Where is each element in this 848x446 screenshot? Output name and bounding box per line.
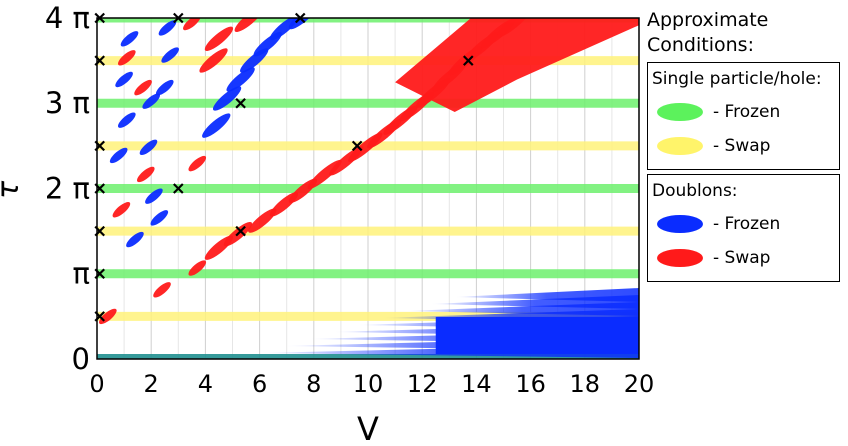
- frozen-doublon-mark: [150, 210, 169, 226]
- red-ellipse-icon: [657, 249, 703, 267]
- legend-item: - Swap: [652, 129, 835, 163]
- frozen-fan-block: [435, 316, 639, 354]
- x-tick-label: 8: [306, 370, 321, 398]
- legend-group-title: Single particle/hole:: [652, 69, 822, 89]
- swap-doublon-region: [395, 18, 639, 113]
- frozen-doublon-mark: [155, 79, 174, 96]
- x-tick-labels: 0 2 4 6 8 10 12 14 16 18 20: [89, 370, 654, 398]
- x-tick-label: 4: [198, 370, 213, 398]
- frozen-doublon-mark: [120, 31, 139, 47]
- frozen-doublon-mark: [161, 47, 179, 63]
- legend-item: - Swap: [652, 241, 835, 275]
- frozen-doublon-mark: [226, 67, 255, 92]
- y-tick-label: 3 π: [45, 86, 90, 120]
- legend-item: - Frozen: [652, 95, 835, 129]
- cross-marker: [462, 55, 474, 66]
- frozen-doublon-mark: [117, 112, 136, 128]
- swap-doublon-mark: [248, 208, 277, 233]
- cross-marker: [173, 183, 184, 194]
- x-tick-label: 0: [89, 370, 104, 398]
- band-swap: [97, 56, 639, 66]
- swap-doublon-mark: [134, 79, 152, 96]
- frozen-doublon-mark: [126, 231, 144, 248]
- frozen-fan-wedge: [454, 288, 639, 302]
- swap-doublon-mark: [199, 48, 228, 73]
- legend-item-label: - Frozen: [713, 102, 781, 122]
- green-ellipse-icon: [657, 103, 703, 121]
- legend-item-label: - Swap: [713, 136, 771, 156]
- x-tick-label: 20: [624, 370, 655, 398]
- legend-item-label: - Swap: [713, 248, 771, 268]
- swap-doublon-mark: [188, 155, 207, 172]
- frozen-doublon-mark: [145, 188, 163, 204]
- frozen-doublon-mark: [139, 139, 158, 156]
- cross-marker: [351, 140, 363, 152]
- y-tick-label: 4 π: [45, 1, 90, 35]
- swap-doublon-mark: [497, 18, 532, 38]
- legend-item-label: - Frozen: [713, 214, 781, 234]
- frozen-doublon-mark: [115, 71, 133, 88]
- x-tick-label: 12: [407, 370, 438, 398]
- series-marks: [99, 18, 639, 325]
- frozen-doublon-mark: [202, 113, 231, 138]
- swap-doublon-mark: [204, 26, 234, 51]
- legend: Approximate Conditions: Single particle/…: [640, 8, 845, 282]
- band-frozen: [97, 18, 639, 23]
- legend-group-single: Single particle/hole: - Frozen - Swap: [647, 62, 840, 170]
- y-tick-labels: 0 π 2 π 3 π 4 π: [45, 1, 90, 376]
- y-tick-label: 2 π: [45, 171, 90, 205]
- band-swap: [97, 226, 639, 236]
- swap-doublon-mark: [153, 282, 171, 298]
- frozen-doublon-fan: [259, 288, 639, 358]
- band-swap: [97, 311, 639, 321]
- x-tick-label: 2: [144, 370, 159, 398]
- plot-frame: [96, 17, 640, 360]
- frozen-doublon-mark: [288, 18, 318, 30]
- yellow-ellipse-icon: [657, 137, 703, 155]
- band-frozen: [97, 183, 639, 193]
- band-baseline: [97, 354, 639, 359]
- frozen-doublon-mark: [158, 20, 177, 36]
- y-tick-label: π: [73, 257, 90, 291]
- frozen-doublon-mark: [269, 18, 299, 41]
- swap-doublon-mark: [234, 18, 263, 32]
- x-tick-label: 6: [252, 370, 267, 398]
- frozen-doublon-mark: [142, 93, 161, 109]
- legend-title: Approximate Conditions:: [647, 9, 769, 56]
- x-tick-label: 14: [461, 370, 492, 398]
- swap-doublon-mark: [112, 202, 131, 218]
- band-frozen: [97, 269, 639, 279]
- x-tick-label: 10: [353, 370, 384, 398]
- legend-group-doublons: Doublons: - Frozen - Swap: [647, 174, 840, 282]
- legend-group-title: Doublons:: [652, 181, 738, 201]
- swap-doublon-mark: [136, 166, 155, 183]
- cross-marker: [235, 225, 246, 237]
- swap-doublon-mark: [117, 50, 136, 66]
- x-tick-label: 16: [515, 370, 546, 398]
- band-frozen: [97, 98, 639, 108]
- frozen-doublon-mark: [109, 147, 128, 164]
- swap-doublon-mark: [188, 260, 207, 276]
- x-tick-label: 18: [570, 370, 601, 398]
- x-axis-label: V: [357, 410, 379, 446]
- blue-ellipse-icon: [657, 215, 703, 233]
- y-axis-label: τ: [0, 180, 26, 199]
- frozen-doublon-mark: [212, 86, 242, 111]
- y-tick-label: 0: [72, 342, 90, 376]
- cross-marker: [235, 97, 246, 109]
- legend-item: - Frozen: [652, 207, 835, 241]
